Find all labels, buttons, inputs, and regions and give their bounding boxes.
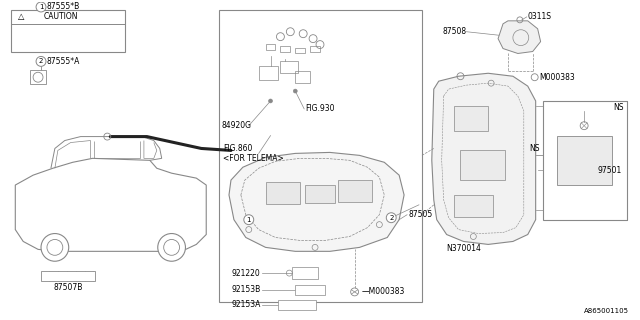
Bar [280,45,291,52]
Text: 87555*B: 87555*B [47,3,80,12]
Text: 1: 1 [39,4,44,10]
Bar [41,271,95,281]
Text: 87505: 87505 [408,210,432,219]
Text: FIG.930: FIG.930 [305,104,335,113]
Bar [454,106,488,131]
Bar [292,267,318,279]
Text: CAUTION: CAUTION [44,12,78,21]
Circle shape [36,2,46,12]
Bar [30,70,46,84]
Polygon shape [432,73,536,244]
Bar [543,101,627,220]
Circle shape [269,99,273,103]
Bar [460,150,505,180]
Text: 92153A: 92153A [231,300,260,309]
Text: 97501: 97501 [598,166,621,175]
Text: △: △ [18,12,24,21]
Text: 92153B: 92153B [232,285,260,294]
Text: M000383: M000383 [540,73,575,82]
Text: <FOR TELEMA>: <FOR TELEMA> [223,154,284,163]
Text: 921220: 921220 [232,268,260,278]
Bar [295,71,310,83]
Bar [259,66,278,80]
Text: NS: NS [529,144,540,153]
Text: N370014: N370014 [446,244,481,253]
Text: 2: 2 [39,58,44,64]
Bar [295,285,325,295]
Bar [295,48,305,53]
Text: —M000383: —M000383 [362,287,405,296]
Bar [305,185,335,203]
Circle shape [41,234,68,261]
Text: A865001105: A865001105 [584,308,628,314]
Text: 87508: 87508 [442,27,467,36]
Text: 0311S: 0311S [528,12,552,21]
Circle shape [244,215,253,225]
Circle shape [157,234,186,261]
Text: 84920G: 84920G [221,121,251,130]
Bar [266,182,300,204]
Bar [280,61,298,73]
Circle shape [293,89,297,93]
Bar [12,10,125,52]
Text: NS: NS [613,103,624,112]
Bar [266,44,275,50]
Bar [557,136,612,185]
Text: 1: 1 [246,217,251,223]
Bar [278,300,316,310]
Bar [338,180,372,202]
Polygon shape [229,152,404,251]
Bar [454,195,493,217]
Circle shape [387,213,396,223]
Polygon shape [498,21,541,53]
Text: 2: 2 [389,215,394,221]
Text: 87507B: 87507B [53,284,83,292]
Circle shape [36,56,46,66]
Text: FIG.860: FIG.860 [223,144,252,153]
Bar [219,10,422,302]
Bar [310,45,320,52]
Text: 87555*A: 87555*A [47,57,81,66]
